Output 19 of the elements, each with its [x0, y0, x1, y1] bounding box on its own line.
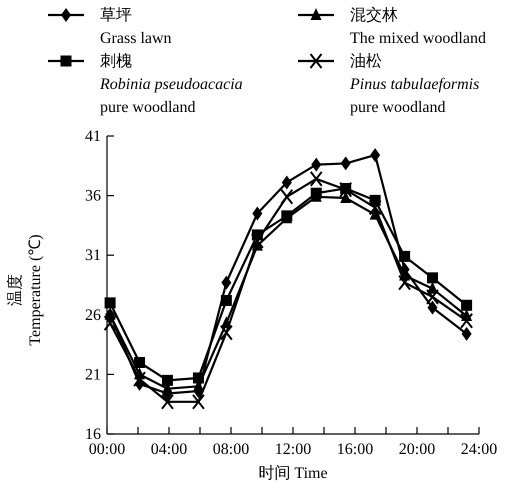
x-axis-title: 时间 Time: [258, 464, 328, 482]
legend-label: 草坪 Grass lawn: [100, 6, 172, 47]
y-tick-label: 41: [85, 128, 101, 145]
x-tick-label: 08:00: [212, 441, 250, 458]
y-tick-label: 21: [85, 366, 101, 384]
legend-label: 刺槐 Robinia pseudoacacia pure woodland: [99, 52, 243, 116]
x-tick-label: 12:00: [274, 441, 312, 458]
x-tick-label: 16:00: [336, 441, 374, 458]
legend-label: 混交林 The mixed woodland: [350, 6, 486, 47]
y-tick-label: 26: [85, 306, 101, 324]
x-tick-label: 00:00: [88, 441, 126, 458]
y-axis-title: 温度 Temperature (℃): [6, 234, 44, 346]
x-tick-label: 20:00: [398, 441, 436, 458]
y-tick-label: 36: [85, 188, 101, 205]
legend-label: 油松 Pinus tabulaeformis pure woodland: [349, 52, 480, 116]
x-tick-label: 24:00: [460, 441, 498, 458]
y-tick-label: 31: [85, 247, 101, 264]
y-tick-label: 16: [85, 426, 101, 443]
x-tick-label: 04:00: [150, 441, 188, 458]
